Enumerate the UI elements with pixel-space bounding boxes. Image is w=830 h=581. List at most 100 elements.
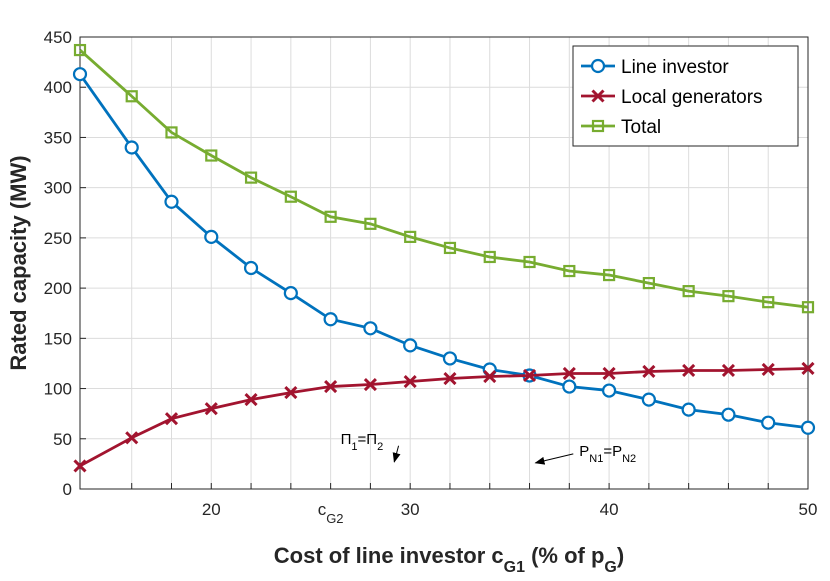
marker-square bbox=[73, 43, 87, 57]
marker-x bbox=[363, 377, 377, 392]
marker-circle bbox=[204, 229, 219, 244]
annotation-text-pn: PN1=PN2 bbox=[579, 443, 636, 465]
marker-x bbox=[403, 374, 417, 389]
y-tick-label: 300 bbox=[44, 179, 72, 198]
x-axis-label-tail: (% of p bbox=[525, 543, 604, 568]
x-axis-label-tail-sub: G bbox=[604, 559, 616, 576]
marker-x bbox=[682, 363, 696, 378]
annotation-right-sub: 2 bbox=[377, 441, 383, 453]
marker-square bbox=[165, 126, 178, 139]
legend-item-line-investor: Line investor bbox=[581, 57, 729, 78]
marker-circle bbox=[681, 402, 696, 417]
marker-circle bbox=[323, 312, 338, 327]
annotation-left-sub: N1 bbox=[589, 453, 603, 465]
marker-x bbox=[522, 368, 537, 383]
marker-square bbox=[602, 268, 616, 282]
marker-circle bbox=[283, 286, 298, 301]
annotation-mid: =P bbox=[603, 443, 622, 460]
marker-square bbox=[483, 250, 496, 264]
marker-x bbox=[562, 366, 576, 381]
annotation-pi: Π1=Π2 bbox=[341, 431, 401, 463]
marker-circle bbox=[761, 415, 776, 430]
marker-square bbox=[682, 285, 695, 298]
marker-circle bbox=[363, 321, 378, 336]
x-axis-label-end: ) bbox=[617, 543, 624, 568]
y-tick-label: 0 bbox=[63, 480, 72, 499]
marker-circle bbox=[641, 392, 656, 407]
marker-x bbox=[602, 366, 616, 381]
y-tick-label: 100 bbox=[44, 380, 72, 399]
marker-x bbox=[73, 459, 87, 473]
y-tick-label: 400 bbox=[44, 78, 72, 97]
x-tick-label-cg2-sub: G2 bbox=[326, 511, 343, 526]
marker-x bbox=[721, 363, 735, 378]
annotation-left: P bbox=[579, 443, 589, 460]
marker-square bbox=[801, 301, 815, 314]
legend-label: Line investor bbox=[621, 57, 729, 78]
y-tick-label: 150 bbox=[44, 329, 72, 348]
marker-x bbox=[642, 364, 656, 379]
marker-circle bbox=[721, 407, 736, 422]
marker-square bbox=[125, 90, 138, 103]
y-tick-label: 450 bbox=[44, 28, 72, 47]
marker-circle bbox=[164, 194, 179, 209]
annotation-arrow-pn bbox=[534, 453, 574, 465]
marker-square bbox=[722, 290, 735, 303]
x-tick-label: 20 bbox=[202, 500, 221, 519]
marker-x bbox=[591, 89, 605, 103]
marker-x bbox=[483, 369, 497, 384]
marker-circle bbox=[601, 383, 617, 398]
marker-circle bbox=[562, 379, 577, 394]
annotation-pn: PN1=PN2 bbox=[534, 443, 636, 465]
legend-item-local-generators: Local generators bbox=[581, 87, 763, 108]
y-tick-label: 50 bbox=[53, 430, 72, 449]
marker-square bbox=[443, 241, 457, 255]
legend: Line investor Local generators Total bbox=[572, 45, 799, 147]
marker-square bbox=[205, 149, 218, 162]
marker-x bbox=[324, 379, 338, 394]
legend-label: Local generators bbox=[621, 87, 763, 108]
legend-label: Total bbox=[621, 117, 661, 138]
plot-area-frame bbox=[79, 36, 809, 490]
marker-square bbox=[642, 276, 655, 290]
marker-circle bbox=[590, 58, 606, 74]
marker-x bbox=[244, 393, 258, 407]
annotation-left-sub: 1 bbox=[351, 441, 357, 453]
marker-circle bbox=[124, 140, 139, 155]
annotation-arrow-pi bbox=[392, 445, 401, 463]
marker-square bbox=[284, 190, 297, 203]
marker-circle bbox=[243, 260, 259, 276]
marker-x bbox=[284, 386, 298, 400]
annotation-mid: =Π bbox=[358, 431, 378, 448]
x-tick-label: 30 bbox=[401, 500, 420, 519]
annotation-right-sub: N2 bbox=[622, 453, 636, 465]
marker-x bbox=[164, 412, 179, 426]
marker-square bbox=[404, 230, 417, 243]
marker-square bbox=[364, 217, 377, 230]
marker-circle bbox=[403, 338, 418, 353]
marker-square bbox=[523, 255, 536, 269]
legend-item-total: Total bbox=[581, 117, 661, 138]
marker-circle bbox=[72, 67, 88, 82]
axis-ticks: 0 50 100 150 200 250 300 350 400 450 20 30 40 50 cG2 bbox=[44, 28, 818, 526]
y-tick-label: 200 bbox=[44, 279, 72, 298]
marker-square bbox=[324, 210, 337, 223]
marker-circle bbox=[442, 351, 458, 366]
marker-circle bbox=[800, 420, 816, 435]
annotation-text-pi: Π1=Π2 bbox=[341, 431, 384, 453]
y-axis-label: Rated capacity (MW) bbox=[6, 155, 31, 370]
x-tick-label: 50 bbox=[799, 500, 818, 519]
series-line-total bbox=[79, 49, 809, 309]
x-axis-label: Cost of line investor cG1 (% of pG) bbox=[274, 543, 624, 576]
marker-x bbox=[204, 402, 218, 416]
x-tick-label-cg2: cG2 bbox=[318, 500, 344, 526]
marker-square bbox=[563, 264, 576, 278]
series bbox=[72, 43, 816, 473]
x-tick-label: 40 bbox=[600, 500, 619, 519]
marker-square bbox=[591, 119, 605, 133]
marker-x bbox=[801, 361, 815, 376]
x-tick-label-cg2-main: c bbox=[318, 500, 327, 519]
annotations: Π1=Π2 PN1=PN2 bbox=[341, 431, 637, 465]
marker-square bbox=[244, 171, 258, 184]
